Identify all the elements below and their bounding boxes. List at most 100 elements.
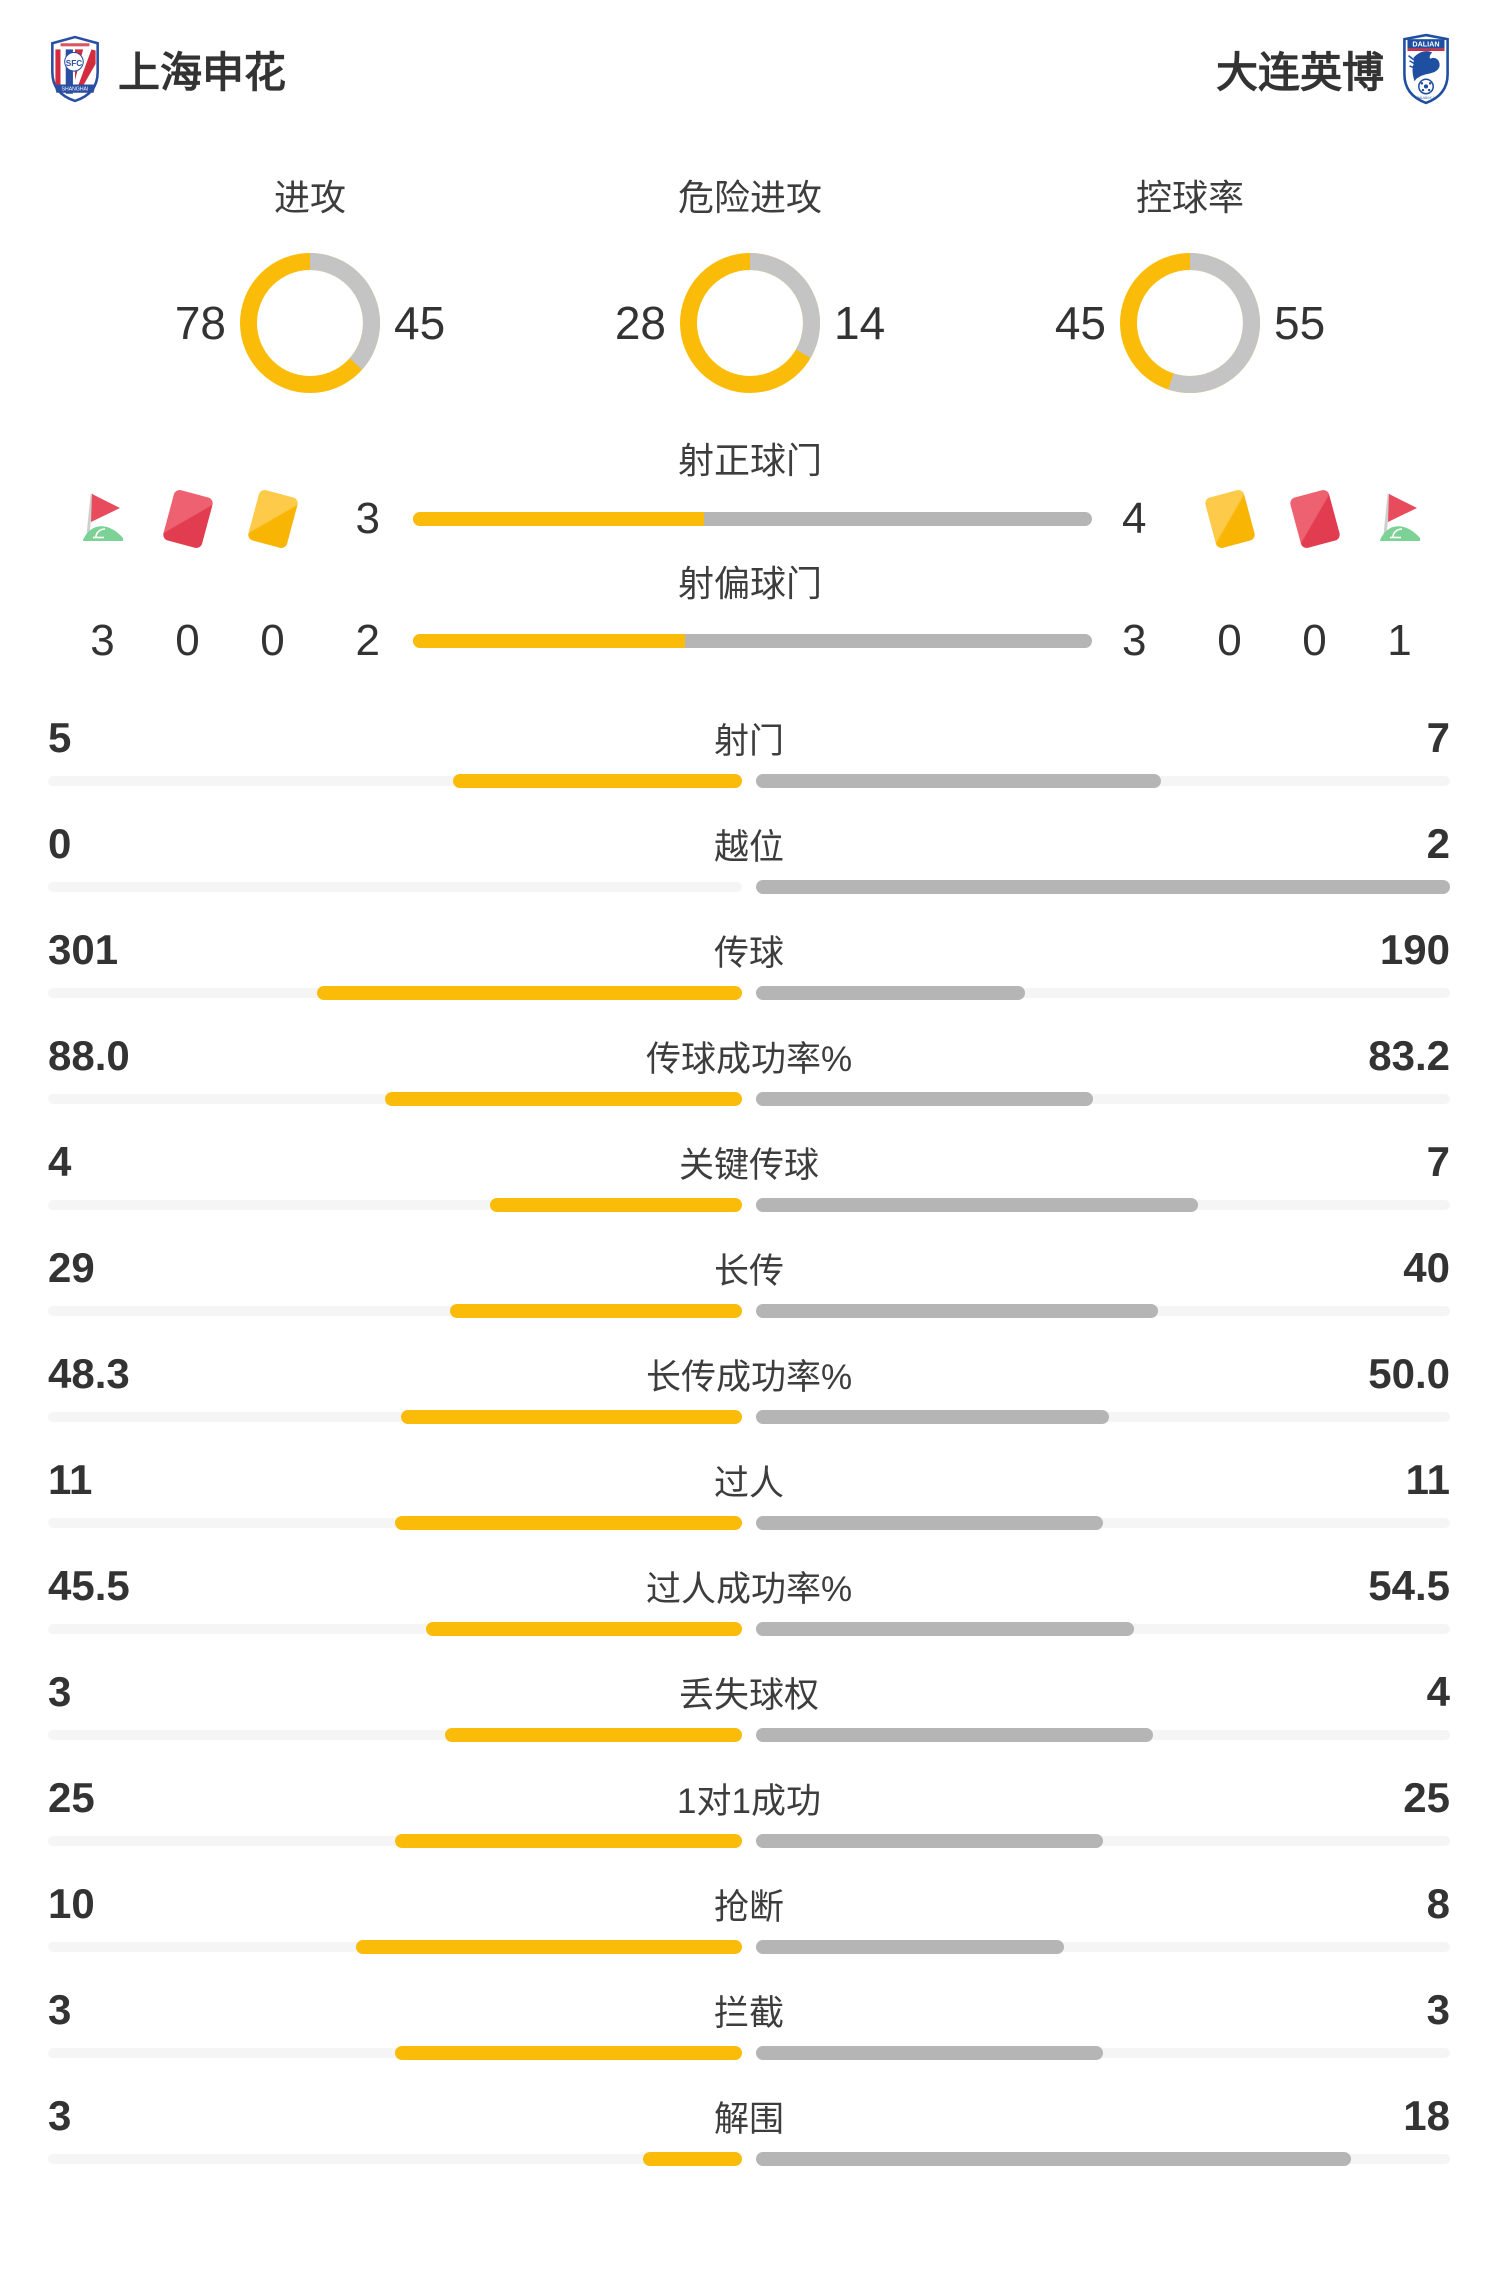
stat-home-value: 5 [48, 714, 72, 761]
stat-row: 88.0 传球成功率% 83.2 [0, 1030, 1500, 1136]
corner-flag-icon [75, 489, 131, 550]
stat-away-bar [756, 1304, 1159, 1318]
shots-on-target-home-fill [413, 512, 704, 526]
shots-off-target-title: 射偏球门 [677, 563, 822, 604]
stat-row: 10 抢断 8 [0, 1878, 1500, 1984]
away-discipline-icons [1187, 488, 1442, 550]
donut-home-value: 78 [174, 297, 226, 349]
stat-label: 过人成功率% [645, 1569, 853, 1609]
stat-home-value: 3 [48, 2092, 72, 2139]
stat-away-bar [756, 1410, 1109, 1424]
stat-bars [48, 1728, 1450, 1742]
stat-away-bar [756, 1092, 1094, 1106]
home-team-logo: SFC SHANGHAI [51, 35, 99, 103]
stat-home-bar [642, 2152, 742, 2166]
stat-away-bar [756, 774, 1161, 788]
corner-flag-icon [82, 493, 123, 541]
stat-row: 5 射门 7 [0, 712, 1500, 818]
donut-title: 进攻 [273, 177, 346, 218]
stat-row: 11 过人 11 [0, 1454, 1500, 1560]
home-red-cards-count: 0 [175, 616, 200, 665]
away-team-logo: DALIAN DALIAN K.J. [1403, 33, 1449, 105]
svg-text:SFC: SFC [66, 59, 83, 68]
stat-bars [48, 1834, 1450, 1848]
shots-off-target-bar [413, 634, 1092, 648]
stat-away-value: 2 [1426, 820, 1450, 867]
stat-bars [48, 1198, 1450, 1212]
stat-bars [48, 986, 1450, 1000]
stat-away-bar [756, 880, 1450, 894]
red-card-icon [1288, 488, 1341, 550]
away-corners-count: 1 [1387, 616, 1412, 665]
donut-away-value: 55 [1274, 297, 1326, 349]
home-yellow-cards-count: 0 [260, 616, 285, 665]
stat-home-bar [316, 986, 742, 1000]
stat-away-bar [756, 1834, 1103, 1848]
stat-row: 3 丢失球权 4 [0, 1666, 1500, 1772]
stat-away-value: 54.5 [1368, 1562, 1450, 1609]
stat-label: 长传 [713, 1251, 784, 1291]
yellow-card-icon [246, 488, 299, 550]
shots-on-target-home: 3 [355, 494, 380, 543]
stat-row: 45.5 过人成功率% 54.5 [0, 1560, 1500, 1666]
shots-on-target-away: 4 [1122, 494, 1147, 543]
stat-label: 拦截 [713, 1993, 784, 2033]
stat-away-value: 25 [1403, 1774, 1450, 1821]
stat-away-bar [756, 2152, 1351, 2166]
stat-bars [48, 1092, 1450, 1106]
stat-home-value: 11 [48, 1456, 93, 1503]
stat-away-value: 3 [1426, 1986, 1450, 2033]
shots-off-target-row: 3 0 0 2 3 0 0 1 [0, 616, 1500, 666]
stat-away-bar [756, 1940, 1065, 1954]
stat-bars [48, 1410, 1450, 1424]
stat-row: 0 越位 2 [0, 818, 1500, 924]
red-card-icon [161, 488, 214, 550]
stat-home-value: 0 [48, 820, 72, 867]
svg-text:DALIAN K.J.: DALIAN K.J. [1417, 96, 1436, 100]
donut-ring [240, 253, 380, 393]
stat-home-bar [450, 1304, 742, 1318]
donut-stat: 进攻 78 45 [90, 176, 530, 393]
stat-bars [48, 2152, 1450, 2166]
donut-chart: 28 14 [594, 253, 906, 393]
stat-row: 4 关键传球 7 [0, 1136, 1500, 1242]
stat-away-value: 50.0 [1368, 1350, 1450, 1397]
stat-away-value: 190 [1379, 926, 1450, 973]
stat-away-value: 7 [1426, 1138, 1450, 1185]
stat-away-bar [756, 2046, 1103, 2060]
stat-home-value: 3 [48, 1668, 72, 1715]
stat-row: 25 1对1成功 25 [0, 1772, 1500, 1878]
stat-home-bar [426, 1622, 742, 1636]
stat-away-value: 11 [1405, 1456, 1450, 1503]
stat-label: 传球成功率% [645, 1039, 853, 1079]
stats-list: 5 射门 7 0 越位 2 301 [0, 712, 1500, 2196]
shots-on-target-row: 3 4 [0, 488, 1500, 550]
away-team-name: 大连英博 [1215, 48, 1384, 96]
stat-home-bar [385, 1092, 742, 1106]
stat-away-bar [756, 1198, 1198, 1212]
stat-home-bar [356, 1940, 742, 1954]
stat-away-bar [756, 1728, 1153, 1742]
stat-home-value: 3 [48, 1986, 72, 2033]
stat-home-value: 301 [48, 926, 119, 973]
stat-home-value: 29 [48, 1244, 95, 1291]
stat-bars [48, 1940, 1450, 1954]
stat-away-value: 40 [1403, 1244, 1450, 1291]
donut-section: 进攻 78 45 危险进攻 28 14 控球率 45 [0, 176, 1500, 393]
stat-row: 3 拦截 3 [0, 1984, 1500, 2090]
stat-home-bar [395, 2046, 742, 2060]
donut-title: 危险进攻 [677, 177, 822, 218]
stat-label: 1对1成功 [677, 1781, 821, 1821]
shots-on-target-bar [413, 512, 1092, 526]
donut-stat: 危险进攻 28 14 [530, 176, 970, 393]
stat-home-value: 4 [48, 1138, 72, 1185]
donut-ring [1120, 253, 1260, 393]
stat-away-value: 83.2 [1368, 1032, 1450, 1079]
stat-home-bar [401, 1410, 742, 1424]
stat-bars [48, 1304, 1450, 1318]
stat-bars [48, 2046, 1450, 2060]
stat-away-value: 7 [1426, 714, 1450, 761]
stat-label: 解围 [713, 2099, 784, 2139]
stat-away-bar [756, 986, 1025, 1000]
corner-flag-icon [1372, 489, 1428, 550]
